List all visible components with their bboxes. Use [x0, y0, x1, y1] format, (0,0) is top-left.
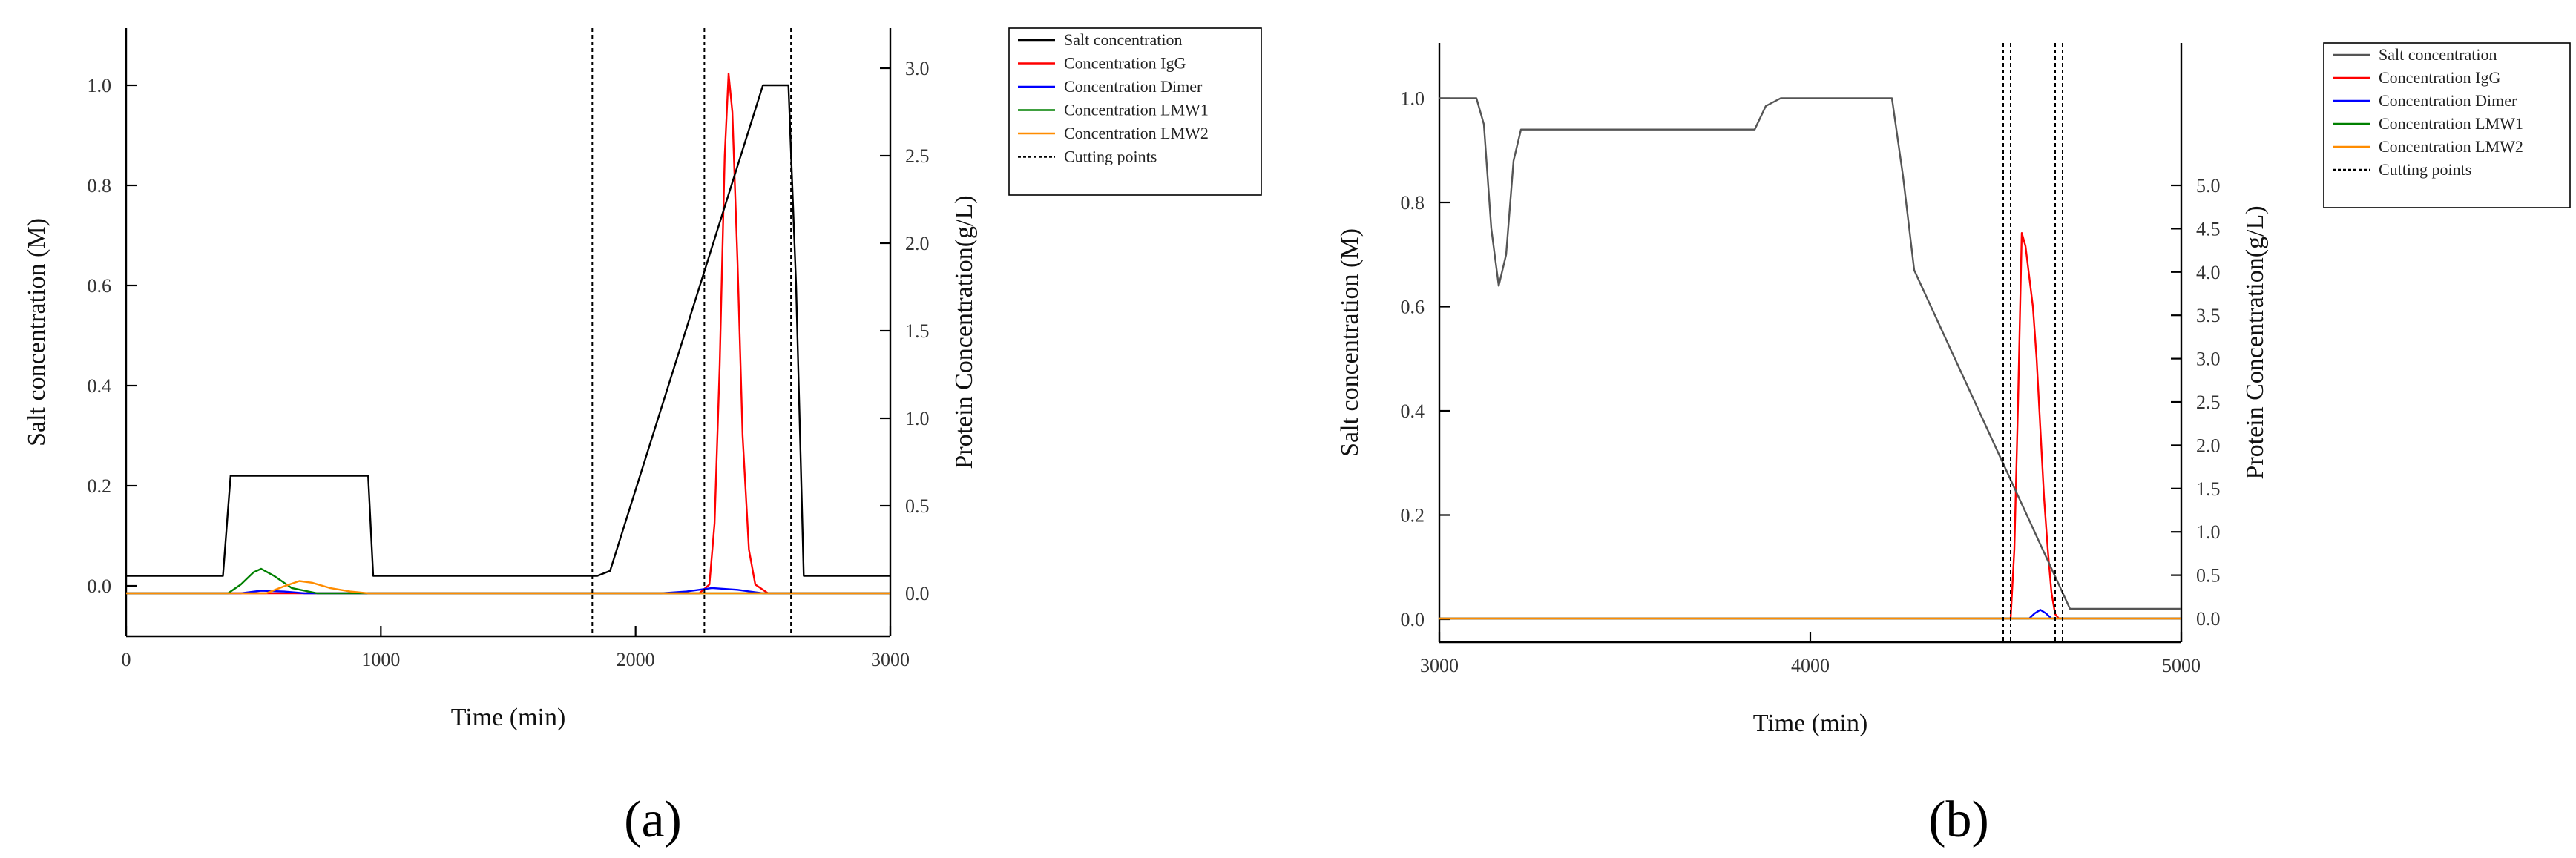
panel-b-y2-tick-label: 1.5	[2196, 478, 2221, 500]
panel-a-y-tick-label: 0.6	[88, 275, 112, 297]
panel-a-x-axis-title: Time (min)	[451, 704, 566, 731]
panel-b-y2-tick-label: 4.5	[2196, 218, 2221, 240]
panel-b-legend-label-concentration-igg: Concentration IgG	[2379, 68, 2500, 87]
panel-b-legend-box	[2323, 42, 2571, 208]
panel-a-y2-tick-label: 1.5	[905, 320, 930, 342]
panel-b-y-axis-title: Salt concentration (M)	[1336, 228, 1364, 457]
panel-a-y-tick-label: 0.0	[88, 575, 112, 597]
panel-a-legend-box	[1008, 27, 1262, 196]
panel-a-legend-label-cutting-points: Cutting points	[1064, 148, 1157, 166]
panel-b-legend-label-concentration-lmw2: Concentration LMW2	[2379, 137, 2523, 156]
panel-a-y2-tick-label: 1.0	[905, 408, 930, 429]
panel-b-y-tick-label: 1.0	[1401, 88, 1425, 110]
panel-b-legend-label-salt-concentration: Salt concentration	[2379, 45, 2497, 64]
panel-a-series-concentration-lmw1	[126, 567, 890, 595]
panel-b-x-axis-title: Time (min)	[1753, 710, 1868, 737]
panel-b-y-tick-label: 0.6	[1401, 297, 1425, 318]
panel-b-series-concentration-igg	[1439, 232, 2181, 620]
panel-b-x-tick-label: 4000	[1791, 655, 1830, 676]
panel-a-y-tick-label: 0.4	[88, 375, 112, 397]
panel-a-x-tick-label: 3000	[871, 649, 910, 670]
panel-b-y2-tick-label: 3.0	[2196, 349, 2221, 370]
panel-b-y2-tick-label: 1.0	[2196, 521, 2221, 543]
panel-b-y2-tick-label: 0.5	[2196, 565, 2221, 587]
panel-b-legend: Salt concentration Concentration IgG Conce…	[2323, 42, 2571, 208]
panel-a-x-tick-label: 2000	[617, 649, 655, 670]
panel-b-y2-tick-label: 2.0	[2196, 435, 2221, 456]
panel-b-x-tick-label: 3000	[1420, 655, 1459, 676]
panel-b-y-tick-label: 0.8	[1401, 192, 1425, 214]
panel-a-legend-label-concentration-lmw1: Concentration LMW1	[1064, 101, 1209, 119]
panel-b-legend-label-concentration-dimer: Concentration Dimer	[2379, 91, 2517, 110]
panel-b-y-tick-label: 0.2	[1401, 505, 1425, 527]
panel-a-y-tick-label: 0.8	[88, 175, 112, 197]
panel-a-label: (a)	[624, 791, 682, 848]
panel-a-y-axis-title: Salt concentration (M)	[23, 218, 50, 446]
panel-b-y-tick-label: 0.4	[1401, 400, 1425, 422]
panel-a-y2-tick-label: 2.0	[905, 233, 930, 254]
panel-b-label: (b)	[1928, 791, 1989, 848]
panel-a-y2-tick-label: 0.5	[905, 495, 930, 517]
panel-b: 3000 4000 5000 0.0 0.2 0.4 0.6 0.8 1.0 0.0 0.5 1.0 1…	[1336, 42, 2571, 848]
panel-b-y2-tick-label: 3.5	[2196, 305, 2221, 326]
panel-a-legend-label-concentration-lmw2: Concentration LMW2	[1064, 124, 1209, 142]
panel-a-legend-label-concentration-dimer: Concentration Dimer	[1064, 77, 1203, 96]
panel-a-y2-tick-label: 3.0	[905, 58, 930, 79]
panel-a-y2-tick-label: 2.5	[905, 145, 930, 167]
panel-b-y2-tick-label: 4.0	[2196, 262, 2221, 283]
panel-a-series-salt-concentration	[126, 84, 890, 577]
panel-a-y-tick-label: 0.2	[88, 475, 112, 497]
panel-b-y-tick-label: 0.0	[1401, 609, 1425, 630]
panel-b-y2-tick-label: 2.5	[2196, 392, 2221, 413]
panel-b-y2-tick-label: 5.0	[2196, 175, 2221, 197]
panel-a-legend-label-concentration-igg: Concentration IgG	[1064, 54, 1186, 73]
panel-a-y2-tick-label: 0.0	[905, 583, 930, 604]
panel-b-y2-axis-title: Protein Concentration(g/L)	[2241, 205, 2269, 479]
panel-a-series-concentration-igg	[126, 72, 890, 595]
panel-b-series-concentration-dimer	[1439, 609, 2181, 620]
panel-b-legend-label-cutting-points: Cutting points	[2379, 160, 2471, 179]
panel-b-x-tick-label: 5000	[2162, 655, 2201, 676]
panel-a-x-tick-label: 0	[122, 649, 131, 670]
panel-a-series-concentration-lmw2	[126, 580, 890, 595]
panel-b-legend-label-concentration-lmw1: Concentration LMW1	[2379, 114, 2523, 133]
panel-a-y2-axis-title: Protein Concentration(g/L)	[950, 195, 978, 469]
panel-a-x-tick-label: 1000	[361, 649, 400, 670]
panel-b-series-salt-concentration	[1439, 97, 2181, 610]
panel-a: 0 1000 2000 3000 0.0 0.2 0.4 0.6 0.8 1.0 0.0 0.5 1.0…	[23, 27, 1262, 848]
panel-a-y-tick-label: 1.0	[88, 75, 112, 96]
panel-b-y2-tick-label: 0.0	[2196, 608, 2221, 630]
panel-a-legend: Salt concentration Concentration IgG Conce…	[1008, 27, 1262, 196]
panel-a-legend-label-salt-concentration: Salt concentration	[1064, 30, 1182, 49]
